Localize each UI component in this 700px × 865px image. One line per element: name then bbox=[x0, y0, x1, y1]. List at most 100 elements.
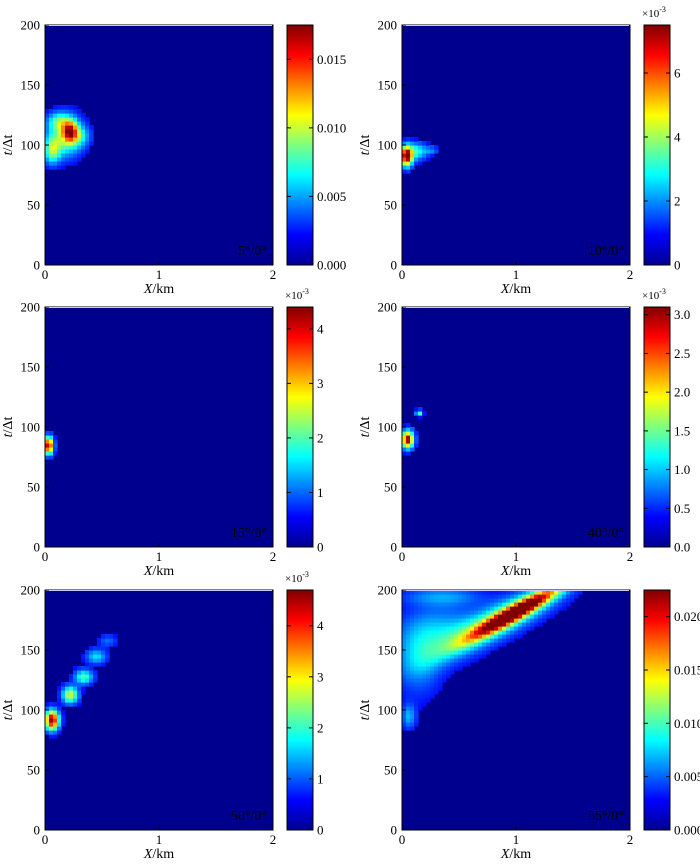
heatmap-panel-6: 0 1 2050100150200X/kmt/Δt55°/0°0.0000.0050… bbox=[358, 583, 700, 863]
colorbar-tick-label: 0.015 bbox=[317, 52, 346, 67]
colorbar-tick-label: 1.0 bbox=[674, 462, 690, 477]
colorbar-tick-label: 2 bbox=[674, 194, 681, 209]
heatmap-field bbox=[45, 431, 58, 460]
y-tick-label: 100 bbox=[21, 420, 41, 435]
colorbar-multiplier: ×10-3 bbox=[285, 570, 309, 585]
plot-area bbox=[402, 25, 630, 265]
x-tick-label: 0 bbox=[42, 832, 49, 847]
x-tick-label: 1 bbox=[156, 267, 163, 282]
colorbar-tick-label: 4 bbox=[317, 321, 324, 336]
colorbar-tick-label: 0.010 bbox=[317, 120, 346, 135]
heatmap-field bbox=[45, 105, 94, 170]
colorbar: 0 1 2 3 4 ×10-3 bbox=[285, 287, 324, 555]
x-tick-label: 2 bbox=[270, 267, 277, 282]
x-tick-label: 2 bbox=[270, 832, 277, 847]
y-tick-label: 200 bbox=[21, 583, 41, 598]
y-tick-label: 100 bbox=[378, 420, 398, 435]
x-axis-label: X/km bbox=[143, 847, 174, 862]
y-tick-label: 50 bbox=[384, 480, 397, 495]
colorbar-tick-label: 1 bbox=[317, 771, 324, 786]
x-tick-label: 1 bbox=[156, 832, 163, 847]
colorbar-gradient bbox=[286, 589, 314, 831]
colorbar-tick-label: 0.005 bbox=[317, 189, 346, 204]
panel-angle-label: 50°/0° bbox=[231, 809, 267, 824]
colorbar-tick-label: 2 bbox=[317, 430, 324, 445]
colorbar-tick-label: 0.015 bbox=[674, 663, 700, 678]
colorbar-gradient bbox=[643, 24, 671, 266]
y-tick-label: 100 bbox=[21, 138, 41, 153]
x-axis-label: X/km bbox=[500, 847, 531, 862]
plot-area bbox=[45, 307, 273, 547]
y-axis-label: t/Δt bbox=[358, 135, 373, 156]
colorbar-tick-label: 0.5 bbox=[674, 501, 690, 516]
x-tick-label: 2 bbox=[627, 832, 634, 847]
y-tick-label: 150 bbox=[21, 643, 41, 658]
x-tick-label: 0 bbox=[42, 549, 49, 564]
colorbar-multiplier: ×10-3 bbox=[285, 287, 309, 302]
heatmap-panel-5: 0 1 2 0 50 100 150 200 X/km t/Δt 50°/0° 0 1 2 3 4 ×10-3 bbox=[1, 570, 324, 862]
x-axis-label: X/km bbox=[500, 282, 531, 297]
x-tick-label: 0 bbox=[399, 267, 406, 282]
y-axis-label: t/Δt bbox=[358, 417, 373, 438]
panel-angle-label: 40°/0° bbox=[588, 526, 624, 541]
y-tick-label: 50 bbox=[27, 763, 40, 778]
y-tick-label: 50 bbox=[27, 480, 40, 495]
colorbar-tick-label: 1.5 bbox=[674, 423, 690, 438]
y-tick-label: 0 bbox=[391, 258, 398, 273]
colorbar-tick-label: 0.005 bbox=[674, 769, 700, 784]
y-tick-label: 150 bbox=[378, 78, 398, 93]
y-tick-label: 0 bbox=[34, 823, 41, 838]
x-axis-label: X/km bbox=[500, 564, 531, 579]
x-tick-label: 1 bbox=[513, 832, 520, 847]
y-tick-label: 0 bbox=[34, 258, 41, 273]
colorbar-tick-label: 0.000 bbox=[674, 823, 700, 838]
heatmap-panel-1: 0 1 2050100150200X/kmt/Δt5°/0°0.0000.0050.… bbox=[1, 18, 346, 298]
plot-area bbox=[45, 590, 273, 830]
colorbar-tick-label: 2 bbox=[317, 720, 324, 735]
panel-angle-label: 55°/0° bbox=[588, 809, 624, 824]
colorbar-tick-label: 3.0 bbox=[674, 307, 690, 322]
colorbar-gradient bbox=[643, 589, 671, 831]
y-tick-label: 200 bbox=[21, 18, 41, 33]
plot-area bbox=[402, 307, 630, 547]
y-tick-label: 50 bbox=[384, 763, 397, 778]
colorbar: 0.000 0.005 0.010 0.015 0.020 bbox=[643, 589, 700, 838]
heatmap-field bbox=[45, 634, 118, 739]
colorbar-multiplier: ×10-3 bbox=[642, 5, 666, 20]
colorbar-tick-label: 2.0 bbox=[674, 385, 690, 400]
colorbar: 0 1 2 3 4 ×10-3 bbox=[285, 570, 324, 838]
x-tick-label: 2 bbox=[627, 267, 634, 282]
y-axis-label: t/Δt bbox=[1, 417, 16, 438]
colorbar-gradient bbox=[286, 24, 314, 266]
y-axis-label: t/Δt bbox=[358, 700, 373, 721]
heatmap-panel-3: 0 1 2 0 50 100 150 200 X/km t/Δt 15°/0° 0 1 2 3 4 ×10-3 bbox=[1, 287, 324, 579]
y-tick-label: 150 bbox=[378, 643, 398, 658]
x-tick-label: 0 bbox=[42, 267, 49, 282]
y-tick-label: 200 bbox=[378, 583, 398, 598]
x-axis-label: X/km bbox=[143, 282, 174, 297]
colorbar-tick-label: 0.010 bbox=[674, 716, 700, 731]
y-tick-label: 200 bbox=[378, 18, 398, 33]
y-tick-label: 200 bbox=[378, 300, 398, 315]
colorbar-tick-label: 1 bbox=[317, 485, 324, 500]
colorbar-tick-label: 2.5 bbox=[674, 346, 690, 361]
y-tick-label: 50 bbox=[27, 198, 40, 213]
y-tick-label: 100 bbox=[378, 703, 398, 718]
colorbar: 0.0 0.5 1.0 1.5 2.0 2.5 3.0 ×10-3 bbox=[642, 287, 690, 555]
y-tick-label: 0 bbox=[391, 823, 398, 838]
colorbar-gradient bbox=[286, 306, 314, 548]
colorbar-tick-label: 0 bbox=[317, 823, 324, 838]
panel-angle-label: 15°/0° bbox=[231, 526, 267, 541]
x-tick-label: 2 bbox=[270, 549, 277, 564]
x-tick-label: 1 bbox=[513, 549, 520, 564]
y-tick-label: 100 bbox=[21, 703, 41, 718]
y-tick-label: 0 bbox=[391, 540, 398, 555]
colorbar-tick-label: 0.0 bbox=[674, 540, 690, 555]
y-tick-label: 0 bbox=[34, 540, 41, 555]
colorbar-tick-label: 0.000 bbox=[317, 258, 346, 273]
colorbar-tick-label: 3 bbox=[317, 669, 324, 684]
y-tick-label: 150 bbox=[21, 360, 41, 375]
y-axis-label: t/Δt bbox=[1, 135, 16, 156]
colorbar-tick-label: 0 bbox=[317, 540, 324, 555]
